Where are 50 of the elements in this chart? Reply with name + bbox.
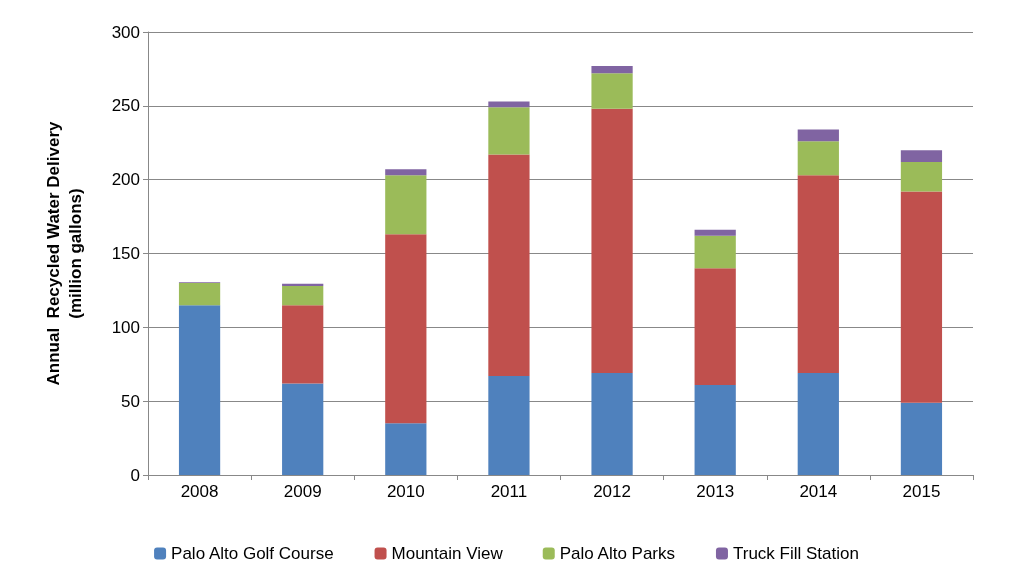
x-tick-label: 2015 — [902, 482, 941, 501]
x-tick-label: 2010 — [386, 482, 425, 501]
y-tick-label: 100 — [111, 317, 140, 337]
legend-label: Palo Alto Golf Course — [171, 544, 334, 563]
y-tick-label: 250 — [111, 96, 140, 116]
bar — [591, 73, 633, 109]
y-axis-title: Annual Recycled Water Delivery (million gallons) — [43, 121, 85, 386]
x-tick-label: 2013 — [696, 482, 735, 501]
bar — [385, 169, 427, 176]
bar — [797, 141, 839, 176]
bar — [900, 161, 943, 192]
bar — [385, 175, 427, 235]
bar — [178, 283, 221, 306]
y-tick-label: 150 — [111, 244, 140, 263]
bar — [385, 423, 427, 475]
bar — [282, 383, 324, 475]
bar — [282, 285, 324, 306]
x-tick-label: 2008 — [180, 482, 219, 501]
bar — [694, 384, 736, 475]
bar — [591, 65, 633, 74]
legend-label: Mountain View — [391, 544, 504, 563]
legend-label: Truck Fill Station — [732, 544, 859, 563]
y-tick-label: 0 — [130, 465, 140, 485]
bar — [591, 373, 633, 475]
bar — [797, 373, 839, 475]
legend-label: Palo Alto Parks — [559, 544, 676, 563]
bar — [694, 235, 736, 269]
bar — [694, 229, 736, 236]
x-tick-label: 2009 — [283, 482, 322, 501]
bar — [900, 402, 943, 475]
bar — [797, 175, 839, 374]
bar — [900, 191, 943, 403]
bar — [591, 108, 633, 374]
x-tick-label: 2014 — [799, 482, 838, 501]
bar — [900, 150, 943, 162]
x-tick-label: 2012 — [593, 482, 631, 501]
bar — [488, 107, 530, 155]
bar — [797, 129, 839, 142]
bar — [178, 305, 221, 475]
bar — [488, 376, 530, 475]
bar — [282, 283, 324, 286]
bar — [385, 234, 427, 424]
bar — [282, 305, 324, 384]
y-tick-label: 300 — [111, 22, 140, 42]
y-tick-label: 50 — [121, 391, 140, 411]
y-tick-label: 200 — [111, 170, 140, 190]
bar — [488, 154, 530, 377]
x-tick-label: 2011 — [490, 482, 528, 501]
bar — [694, 268, 736, 385]
bar — [488, 101, 530, 108]
